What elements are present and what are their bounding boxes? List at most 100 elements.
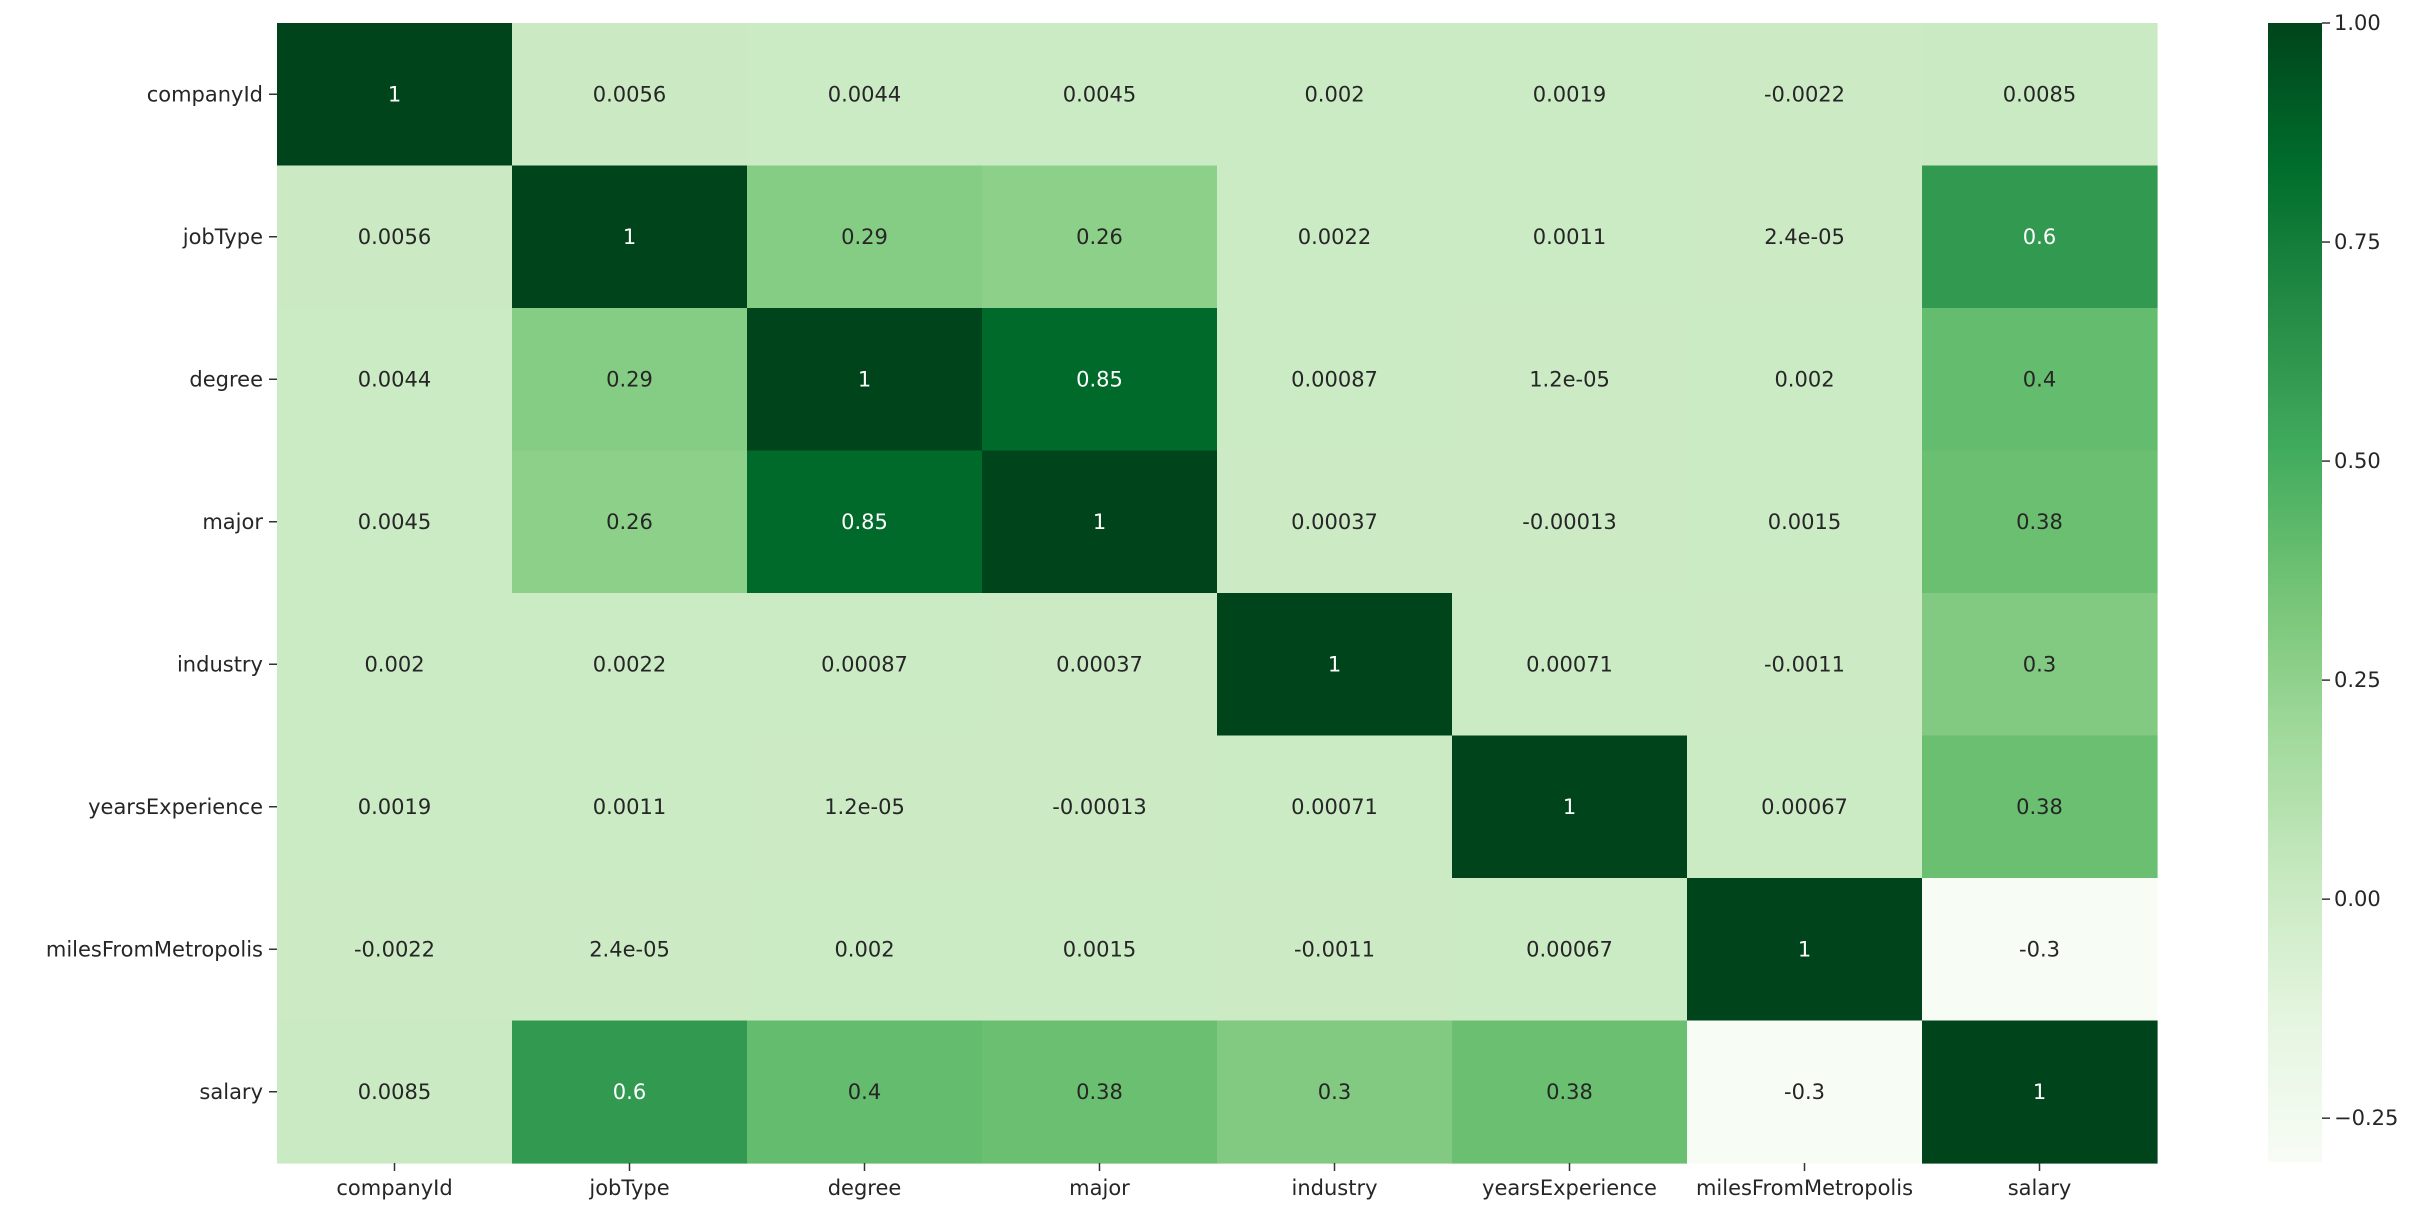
- heatmap-cell-milesFromMetropolis-salary: [1922, 878, 2158, 1022]
- cell-annotation: 0.0085: [358, 1080, 431, 1104]
- cell-annotation: 0.29: [841, 225, 888, 249]
- column-axis: companyId jobType degree major industry years…: [336, 1163, 2071, 1200]
- cell-annotation: -0.00013: [1052, 795, 1146, 819]
- cell-annotation: 0.38: [1546, 1080, 1593, 1104]
- heatmap-cell-companyId-milesFromMetropolis: [1687, 23, 1923, 167]
- cell-annotation: 0.00037: [1291, 510, 1378, 534]
- heatmap-cell-degree-jobType: [512, 308, 748, 452]
- colorbar-tick-label: 1.00: [2334, 11, 2381, 35]
- heatmap-cell-degree-milesFromMetropolis: [1687, 308, 1923, 452]
- cell-annotation: 0.0022: [1298, 225, 1371, 249]
- cell-annotation: 0.29: [606, 367, 653, 391]
- cell-annotation: 0.0015: [1768, 510, 1841, 534]
- cell-annotation: 0.00067: [1526, 937, 1613, 961]
- heatmap-cell-major-yearsExperience: [1452, 450, 1688, 594]
- heatmap-cell-degree-salary: [1922, 308, 2158, 452]
- colorbar-tick-label: −0.25: [2334, 1106, 2398, 1130]
- heatmap-cells: [277, 23, 2158, 1164]
- cell-annotation: 0.002: [364, 652, 424, 676]
- cell-annotation: 0.0019: [358, 795, 431, 819]
- cell-annotation: 0.85: [1076, 367, 1123, 391]
- heatmap-cell-milesFromMetropolis-major: [982, 878, 1218, 1022]
- row-label-jobType: jobType: [182, 225, 263, 249]
- heatmap-cell-major-jobType: [512, 450, 748, 594]
- cell-annotation: 0.0015: [1063, 937, 1136, 961]
- cell-annotation: 1: [623, 225, 636, 249]
- heatmap-cell-industry-salary: [1922, 593, 2158, 737]
- heatmap-cell-salary-industry: [1217, 1020, 1453, 1164]
- heatmap-cell-salary-companyId: [277, 1020, 513, 1164]
- heatmap-cell-major-salary: [1922, 450, 2158, 594]
- cell-annotation: 2.4e-05: [1764, 225, 1845, 249]
- heatmap-cell-yearsExperience-milesFromMetropolis: [1687, 735, 1923, 879]
- cell-annotation: 0.38: [2016, 795, 2063, 819]
- column-label-yearsExperience: yearsExperience: [1482, 1176, 1657, 1200]
- cell-annotation: 0.6: [2023, 225, 2056, 249]
- colorbar-tick-label: 0.25: [2334, 668, 2381, 692]
- heatmap-cell-degree-degree: [747, 308, 983, 452]
- cell-annotation: 1: [388, 82, 401, 106]
- cell-annotation: 0.38: [1076, 1080, 1123, 1104]
- cell-annotation: 0.0011: [593, 795, 666, 819]
- heatmap-annotations: 1 0.0056 0.0044 0.0045 0.002 0.0019 -0.0022 0.0…: [354, 82, 2076, 1104]
- cell-annotation: 0.26: [606, 510, 653, 534]
- cell-annotation: 0.85: [841, 510, 888, 534]
- row-label-yearsExperience: yearsExperience: [88, 795, 263, 819]
- cell-annotation: -0.0022: [1764, 82, 1845, 106]
- heatmap-cell-milesFromMetropolis-yearsExperience: [1452, 878, 1688, 1022]
- cell-annotation: 0.3: [2023, 652, 2056, 676]
- column-label-industry: industry: [1291, 1176, 1377, 1200]
- heatmap-cell-jobType-salary: [1922, 165, 2158, 309]
- heatmap-cell-companyId-jobType: [512, 23, 748, 167]
- heatmap-cell-salary-yearsExperience: [1452, 1020, 1688, 1164]
- cell-annotation: 1: [1093, 510, 1106, 534]
- cell-annotation: 0.3: [1318, 1080, 1351, 1104]
- heatmap-cell-degree-industry: [1217, 308, 1453, 452]
- cell-annotation: 0.00071: [1526, 652, 1613, 676]
- heatmap-cell-companyId-degree: [747, 23, 983, 167]
- row-label-milesFromMetropolis: milesFromMetropolis: [46, 937, 263, 961]
- cell-annotation: -0.0011: [1764, 652, 1845, 676]
- heatmap-cell-yearsExperience-degree: [747, 735, 983, 879]
- column-label-salary: salary: [2008, 1176, 2072, 1200]
- cell-annotation: 0.4: [848, 1080, 881, 1104]
- heatmap-cell-jobType-jobType: [512, 165, 748, 309]
- cell-annotation: 0.00067: [1761, 795, 1848, 819]
- heatmap-cell-industry-major: [982, 593, 1218, 737]
- cell-annotation: 1: [1798, 937, 1811, 961]
- row-axis: companyId jobType degree major industry years…: [46, 82, 277, 1104]
- heatmap-cell-degree-companyId: [277, 308, 513, 452]
- cell-annotation: -0.3: [1784, 1080, 1825, 1104]
- cell-annotation: 1.2e-05: [824, 795, 905, 819]
- heatmap-cell-jobType-companyId: [277, 165, 513, 309]
- heatmap-cell-yearsExperience-yearsExperience: [1452, 735, 1688, 879]
- colorbar-gradient: [2268, 23, 2322, 1162]
- heatmap-cell-industry-yearsExperience: [1452, 593, 1688, 737]
- heatmap-cell-jobType-industry: [1217, 165, 1453, 309]
- cell-annotation: 0.6: [613, 1080, 646, 1104]
- cell-annotation: -0.0011: [1294, 937, 1375, 961]
- row-label-salary: salary: [199, 1080, 263, 1104]
- heatmap-cell-salary-salary: [1922, 1020, 2158, 1164]
- row-label-industry: industry: [177, 652, 263, 676]
- cell-annotation: 0.0044: [358, 367, 431, 391]
- heatmap-cell-degree-major: [982, 308, 1218, 452]
- heatmap-cell-industry-companyId: [277, 593, 513, 737]
- cell-annotation: 0.4: [2023, 367, 2056, 391]
- heatmap-cell-yearsExperience-major: [982, 735, 1218, 879]
- cell-annotation: 0.002: [1774, 367, 1834, 391]
- cell-annotation: 0.0056: [593, 82, 666, 106]
- cell-annotation: 0.002: [834, 937, 894, 961]
- heatmap-cell-jobType-yearsExperience: [1452, 165, 1688, 309]
- cell-annotation: 1: [1328, 652, 1341, 676]
- column-label-milesFromMetropolis: milesFromMetropolis: [1696, 1176, 1913, 1200]
- heatmap-cell-companyId-industry: [1217, 23, 1453, 167]
- cell-annotation: -0.00013: [1522, 510, 1616, 534]
- cell-annotation: 0.002: [1304, 82, 1364, 106]
- heatmap-cell-milesFromMetropolis-industry: [1217, 878, 1453, 1022]
- heatmap-cell-salary-major: [982, 1020, 1218, 1164]
- colorbar-tick-label: 0.00: [2334, 887, 2381, 911]
- cell-annotation: 0.00087: [1291, 367, 1378, 391]
- heatmap-cell-yearsExperience-industry: [1217, 735, 1453, 879]
- cell-annotation: -0.3: [2019, 937, 2060, 961]
